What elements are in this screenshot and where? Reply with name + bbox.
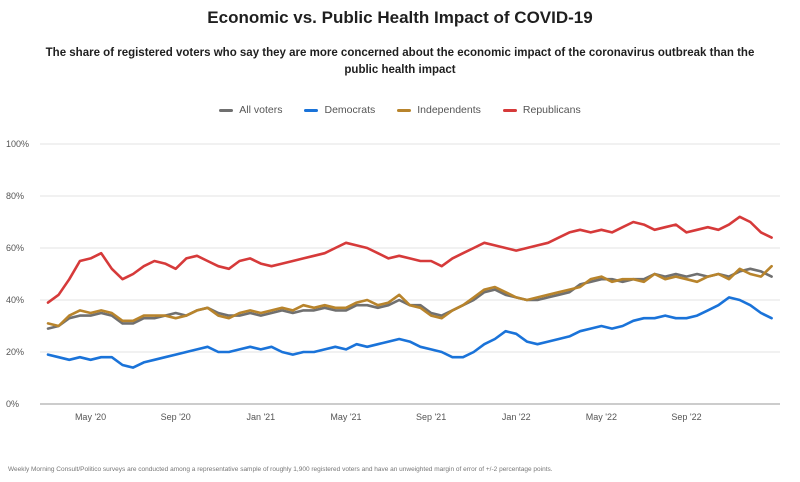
y-tick-label: 40% xyxy=(6,295,24,305)
chart-subtitle: The share of registered voters who say t… xyxy=(45,47,755,76)
legend-swatch xyxy=(502,108,517,112)
legend-label: Independents xyxy=(417,104,481,116)
y-tick-label: 0% xyxy=(6,399,19,409)
x-tick-label: Jan '21 xyxy=(246,412,275,422)
x-tick-label: May '21 xyxy=(330,412,361,422)
x-tick-label: May '20 xyxy=(75,412,106,422)
x-tick-label: Sep '20 xyxy=(161,412,191,422)
legend-item-republicans[interactable]: Republicans xyxy=(502,104,581,116)
y-tick-label: 60% xyxy=(6,243,24,253)
series-line-independents xyxy=(46,264,773,328)
legend-label: All voters xyxy=(239,104,283,116)
legend-item-democrats[interactable]: Democrats xyxy=(304,104,375,116)
series-line-democrats xyxy=(46,296,773,369)
y-tick-label: 100% xyxy=(6,139,29,149)
legend-label: Democrats xyxy=(324,104,376,116)
legend-item-all-voters[interactable]: All voters xyxy=(219,104,282,116)
legend-item-independents[interactable]: Independents xyxy=(397,104,481,116)
legend-swatch xyxy=(219,108,234,112)
x-tick-label: May '22 xyxy=(586,412,617,422)
y-tick-label: 20% xyxy=(6,347,24,357)
x-tick-label: Sep '21 xyxy=(416,412,446,422)
x-tick-label: Sep '22 xyxy=(671,412,701,422)
legend-label: Republicans xyxy=(522,104,581,116)
y-tick-label: 80% xyxy=(6,191,24,201)
footnote: Weekly Morning Consult/Politico surveys … xyxy=(8,466,553,473)
chart-legend: All voters Democrats Independents Republ… xyxy=(0,104,800,116)
chart-title: Economic vs. Public Health Impact of COV… xyxy=(207,8,593,27)
series-line-republicans xyxy=(46,215,773,304)
x-tick-label: Jan '22 xyxy=(502,412,531,422)
legend-swatch xyxy=(397,108,412,112)
legend-swatch xyxy=(304,108,319,112)
